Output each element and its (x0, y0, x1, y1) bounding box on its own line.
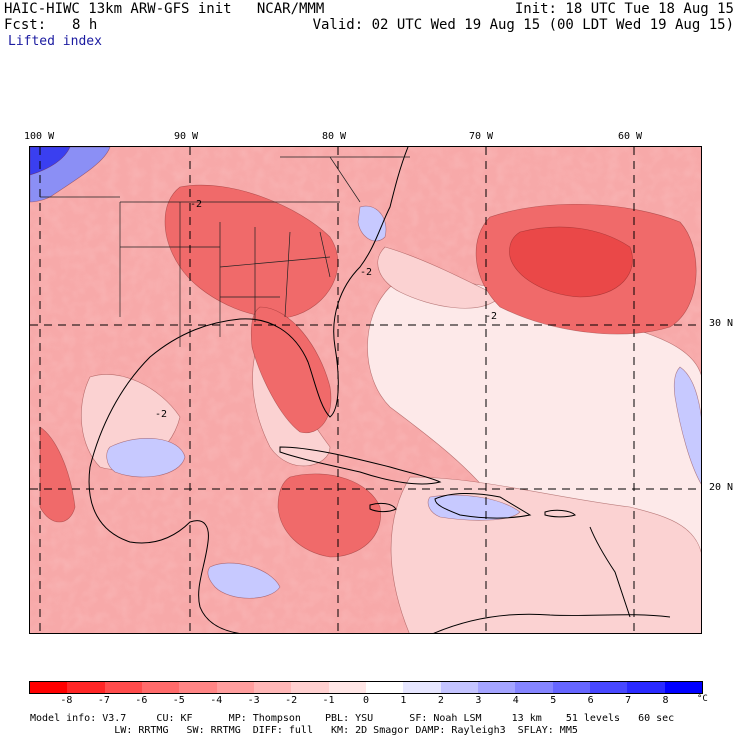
colorbar-tick-label: -3 (247, 695, 260, 706)
model-info-line-1: Model info: V3.7 CU: KF MP: Thompson PBL… (30, 713, 675, 724)
lat-label-20n: 20 N (709, 482, 734, 493)
colorbar-tick-label: 0 (362, 695, 370, 706)
colorbar-segment (30, 682, 68, 693)
coastline-mexico (88, 466, 240, 633)
forecast-label: Fcst: (4, 17, 47, 33)
colorbar-segment (291, 682, 329, 693)
contour-label: -2 (485, 311, 497, 322)
colorbar-segment (589, 682, 628, 693)
lon-label-100w: 100 W (24, 131, 55, 142)
deep-region-atlantic-core (509, 226, 633, 298)
contour-label: -2 (360, 267, 372, 278)
colorbar-tick-label: 2 (437, 695, 444, 706)
coastline-south-america (433, 613, 671, 633)
coastline-hispaniola (434, 492, 532, 519)
colorbar-segment (179, 682, 217, 693)
forecast-hour: 8 h (72, 17, 98, 33)
colorbar-tick-label: -5 (172, 695, 185, 706)
blue-region-gulf (106, 437, 186, 478)
colorbar-segment (440, 682, 478, 693)
colorbar-unit: °C (697, 694, 708, 704)
coastline-us-gulf-atlantic (89, 147, 409, 468)
colorbar-tick-label: -7 (97, 695, 110, 706)
colorbar-segment (477, 682, 516, 693)
blue-region-central-america (207, 562, 281, 599)
blue-region-east-edge (673, 366, 701, 485)
colorbar-segment (515, 682, 553, 693)
model-info-line-2: LW: RRTMG SW: RRTMG DIFF: full KM: 2D Sm… (30, 725, 578, 736)
colorbar-tick-label: 7 (625, 695, 632, 706)
valid-time: Valid: 02 UTC Wed 19 Aug 15 (00 LDT Wed … (312, 17, 734, 33)
colorbar-tick-label: -4 (210, 695, 223, 706)
coastline-jamaica (369, 502, 397, 513)
blue-region-hispaniola (427, 494, 521, 521)
strong-region-mexico (39, 426, 76, 523)
colorbar-segment (664, 682, 702, 693)
strong-region-western-caribbean (277, 473, 381, 558)
colorbar-segment (552, 682, 590, 693)
colorbar-tick-label: -2 (285, 695, 298, 706)
contour-label: -2 (155, 409, 167, 420)
colorbar-tick-label: -6 (135, 695, 148, 706)
strong-region-florida (250, 306, 332, 434)
coastline-puerto-rico (544, 509, 576, 518)
colorbar-segment (141, 682, 180, 693)
colorbar-segment (328, 682, 366, 693)
graticule (30, 147, 701, 633)
colorbar-tick-label: 1 (400, 695, 407, 706)
map-canvas: -2 -2 -2 -2 (30, 147, 701, 633)
colorbar-tick-label: 5 (550, 695, 557, 706)
model-title: HAIC-HIWC 13km ARW-GFS init NCAR/MMM (4, 1, 325, 17)
init-time: Init: 18 UTC Tue 18 Aug 15 (514, 1, 734, 17)
coastline-cuba (279, 446, 442, 485)
colorbar-tick-label: -8 (60, 695, 73, 706)
colorbar-labels: -8 -7 -6 -5 -4 -3 -2 -1 0 1 2 3 4 5 6 7 8 (29, 695, 703, 707)
colorbar-tick-label: 6 (587, 695, 594, 706)
coastline-antilles (589, 526, 631, 618)
contour-label: -2 (190, 199, 202, 210)
field-name: Lifted index (8, 34, 102, 49)
colorbar-tick-label: 8 (662, 695, 669, 706)
lon-label-80w: 80 W (322, 131, 347, 142)
lon-label-60w: 60 W (618, 131, 643, 142)
lat-label-30n: 30 N (709, 318, 734, 329)
colorbar-segment (627, 682, 665, 693)
colorbar-segment (104, 682, 142, 693)
colorbar-tick-label: 4 (512, 695, 519, 706)
lon-label-90w: 90 W (174, 131, 199, 142)
colorbar-tick-label: 3 (475, 695, 482, 706)
border-lines (40, 156, 410, 347)
strong-region-southeast-us (164, 184, 339, 318)
colorbar-segment (253, 682, 292, 693)
colorbar (29, 681, 703, 694)
colorbar-segment (403, 682, 441, 693)
lifted-index-map: -2 -2 -2 -2 (29, 146, 702, 634)
colorbar-segment (365, 682, 404, 693)
colorbar-segment (67, 682, 105, 693)
colorbar-tick-label: -1 (322, 695, 335, 706)
colorbar-segment (216, 682, 254, 693)
lon-label-70w: 70 W (469, 131, 494, 142)
light-region-carolina (377, 246, 501, 309)
